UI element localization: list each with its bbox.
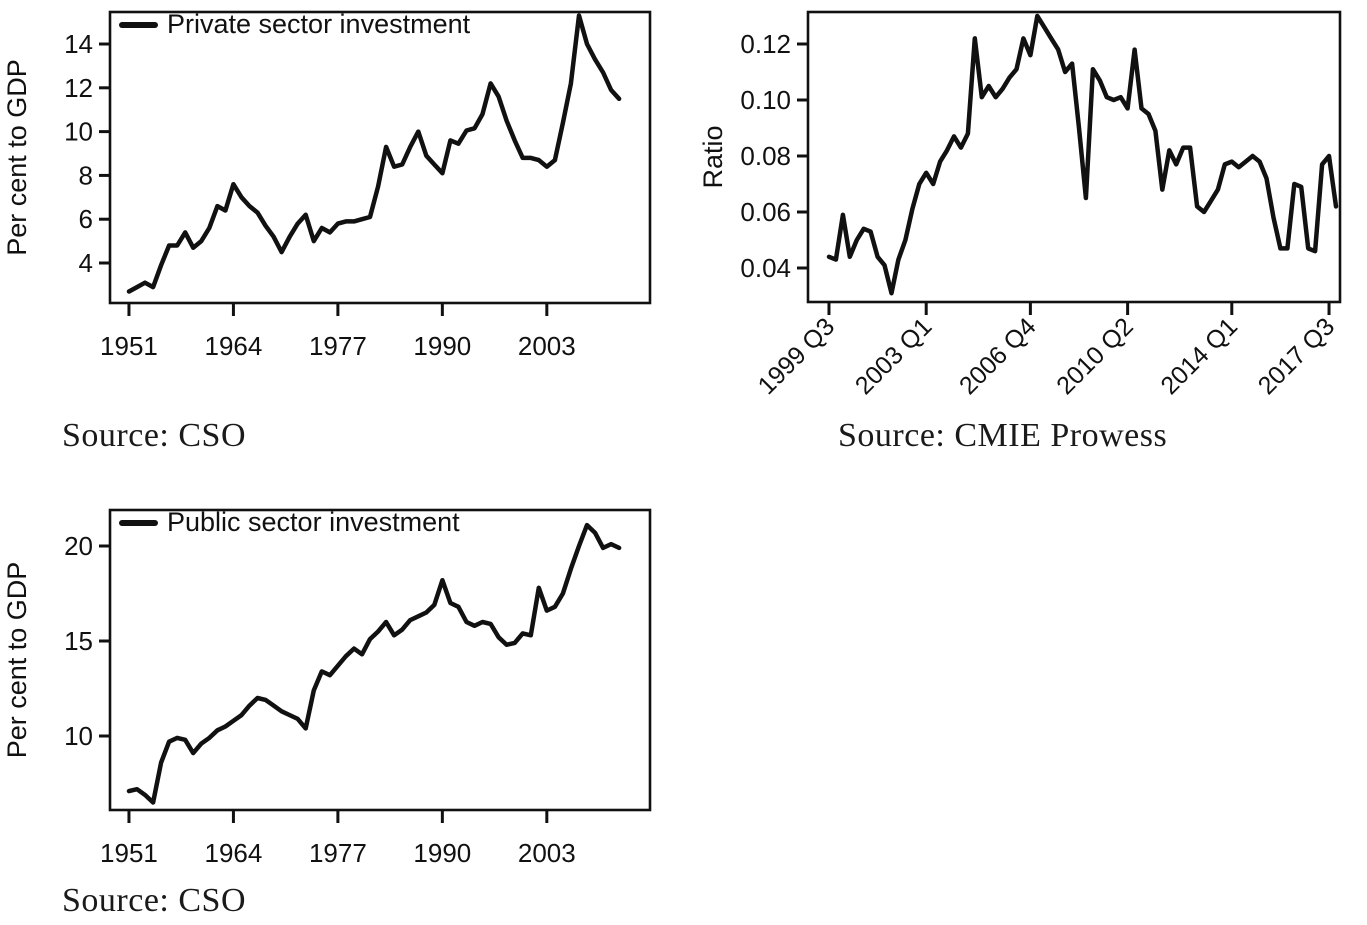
source-caption-private: Source: CSO: [62, 417, 246, 454]
x-tick-label: 2003: [518, 838, 576, 868]
legend-label: Private sector investment: [167, 9, 471, 39]
data-series-line: [126, 13, 622, 294]
y-tick-label: 0.06: [740, 197, 791, 227]
y-tick-label: 15: [64, 626, 93, 656]
x-tick-label: 1951: [100, 331, 158, 361]
y-tick-label: 14: [64, 29, 93, 59]
data-series-line: [826, 13, 1339, 296]
y-tick-label: 0.04: [740, 253, 791, 283]
y-tick-label: 0.08: [740, 141, 791, 171]
y-axis-title: Per cent to GDP: [2, 562, 32, 759]
y-tick-label: 8: [79, 160, 93, 190]
y-tick-label: 12: [64, 73, 93, 103]
y-tick-label: 20: [64, 531, 93, 561]
x-tick-label: 1977: [309, 331, 367, 361]
source-caption-public: Source: CSO: [62, 882, 246, 919]
y-tick-label: 4: [79, 248, 93, 278]
data-series-line: [126, 522, 622, 805]
y-axis-title: Ratio: [698, 125, 728, 188]
y-axis-title: Per cent to GDP: [2, 59, 32, 256]
y-tick-label: 0.10: [740, 85, 791, 115]
x-tick-label: 1951: [100, 838, 158, 868]
x-tick-label: 1990: [413, 838, 471, 868]
source-caption-ratio: Source: CMIE Prowess: [838, 417, 1168, 454]
y-tick-label: 6: [79, 204, 93, 234]
y-tick-label: 10: [64, 721, 93, 751]
x-tick-label: 1990: [413, 331, 471, 361]
x-tick-label: 1977: [309, 838, 367, 868]
plot-border: [108, 10, 652, 305]
y-tick-label: 0.12: [740, 29, 791, 59]
y-tick-label: 10: [64, 117, 93, 147]
x-tick-label: 1964: [205, 838, 263, 868]
plot-border: [108, 508, 652, 812]
x-tick-label: 2003: [518, 331, 576, 361]
x-tick-label: 1964: [205, 331, 263, 361]
legend-label: Public sector investment: [167, 507, 460, 537]
